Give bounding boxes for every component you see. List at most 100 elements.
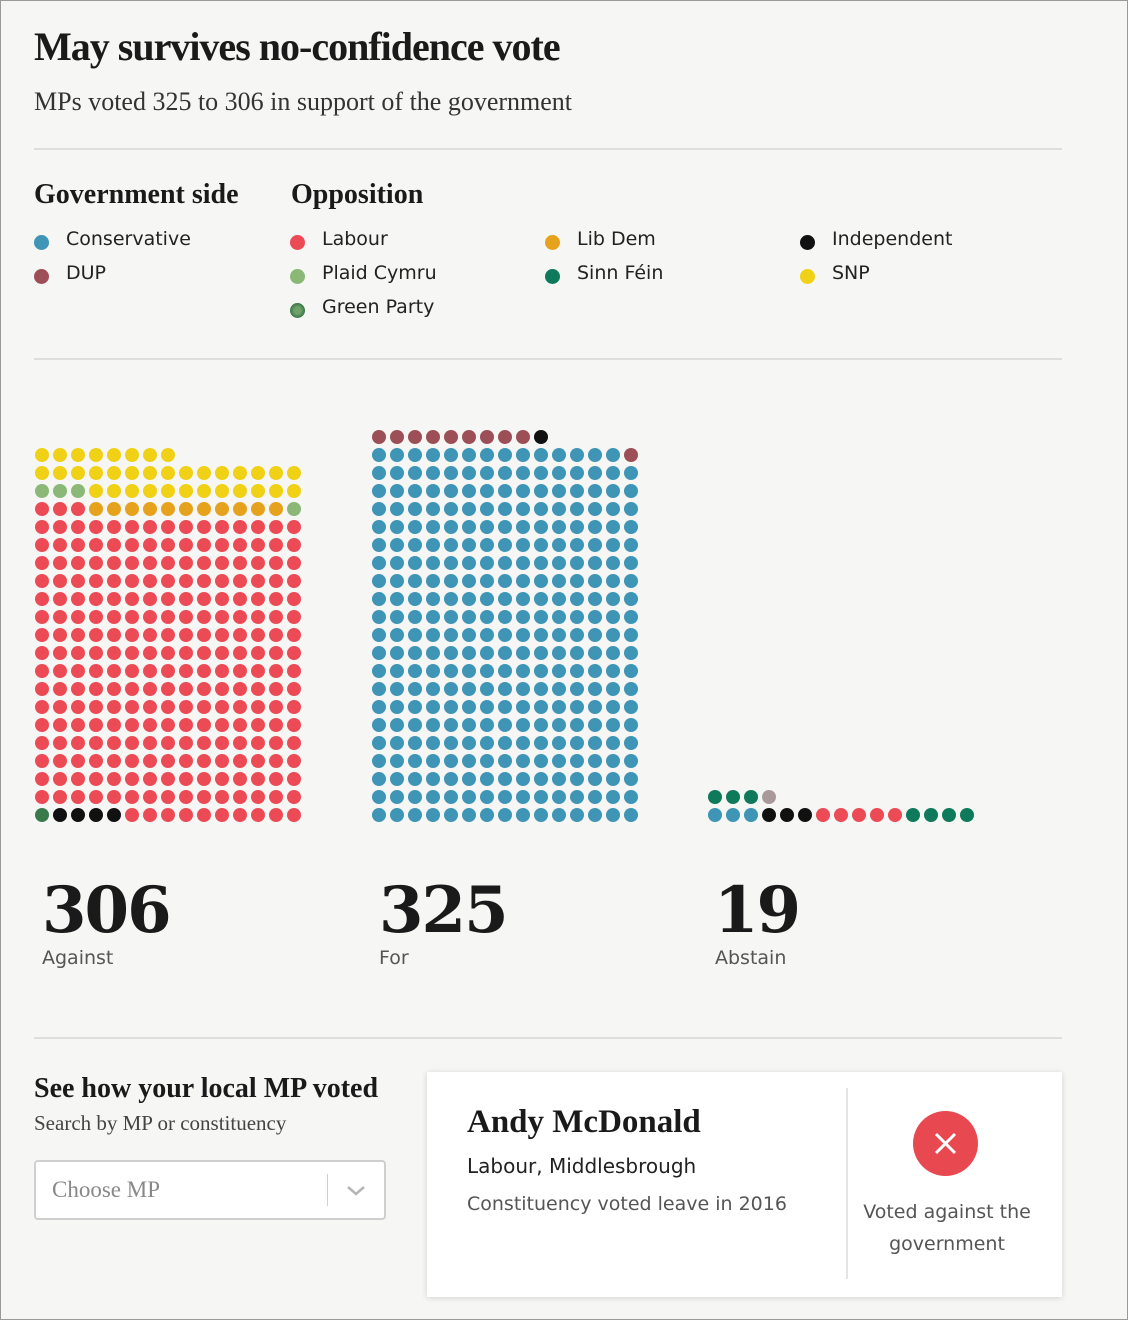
vote-dot-labour-0-98	[179, 700, 193, 714]
vote-dot-conservative-1-133	[606, 664, 620, 678]
vote-dot-conservative-1-283	[606, 484, 620, 498]
vote-dot-conservative-1-218	[516, 556, 530, 570]
vote-dot-independent-2-4	[780, 808, 794, 822]
vote-dot-labour-0-207	[251, 574, 265, 588]
vote-dot-snp-0-296	[233, 466, 247, 480]
vote-dot-conservative-1-16	[390, 790, 404, 804]
vote-dot-lib-dem-0-261	[143, 502, 157, 516]
vote-dot-conservative-1-52	[498, 754, 512, 768]
vote-dot-conservative-1-210	[372, 556, 386, 570]
vote-dot-conservative-1-177	[588, 610, 602, 624]
vote-dot-conservative-1-276	[480, 484, 494, 498]
legend-item-green-party: Green Party	[290, 296, 434, 318]
vote-dot-labour-0-29	[287, 790, 301, 804]
legend-label: Lib Dem	[577, 228, 656, 250]
vote-dot-conservative-1-1	[390, 808, 404, 822]
vote-dot-labour-0-73	[269, 736, 283, 750]
vote-dot-conservative-1-291	[480, 466, 494, 480]
vote-dot-conservative-1-48	[426, 754, 440, 768]
vote-dot-conservative-1-158	[516, 628, 530, 642]
vote-dot-labour-0-248	[179, 520, 193, 534]
vote-dot-conservative-1-117	[588, 682, 602, 696]
vote-dot-labour-0-205	[215, 574, 229, 588]
vote-dot-snp-0-284	[287, 484, 301, 498]
vote-dot-conservative-1-17	[408, 790, 422, 804]
vote-dot-lib-dem-0-264	[197, 502, 211, 516]
vote-dot-labour-0-171	[143, 610, 157, 624]
vote-dot-labour-0-236	[233, 538, 247, 552]
vote-dot-labour-0-147	[251, 646, 265, 660]
vote-dot-conservative-1-122	[408, 664, 422, 678]
choose-mp-select[interactable]: Choose MP	[34, 1160, 386, 1220]
sinn-fein-dot-icon	[545, 268, 560, 284]
vote-dot-conservative-1-190	[552, 592, 566, 606]
vote-dot-conservative-1-244	[444, 520, 458, 534]
vote-dot-conservative-1-54	[534, 754, 548, 768]
vote-dot-conservative-1-142	[498, 646, 512, 660]
vote-dot-lib-dem-0-258	[89, 502, 103, 516]
vote-dot-labour-0-203	[179, 574, 193, 588]
vote-dot-conservative-1-77	[408, 718, 422, 732]
vote-dot-labour-0-76	[53, 718, 67, 732]
vote-dot-labour-0-34	[107, 772, 121, 786]
vote-dot-labour-0-11	[233, 808, 247, 822]
vote-dot-conservative-1-58	[606, 754, 620, 768]
vote-dot-labour-0-122	[71, 664, 85, 678]
vote-dot-labour-0-242	[71, 520, 85, 534]
vote-dot-conservative-1-112	[498, 682, 512, 696]
vote-dot-labour-0-82	[161, 718, 175, 732]
vote-dot-snp-0-279	[197, 484, 211, 498]
vote-dot-labour-0-198	[89, 574, 103, 588]
vote-dot-conservative-1-9	[534, 808, 548, 822]
vote-dot-conservative-1-196	[390, 574, 404, 588]
vote-dot-snp-0-283	[269, 484, 283, 498]
vote-dot-plaid-cymru-0-269	[287, 502, 301, 516]
vote-dot-conservative-1-107	[408, 682, 422, 696]
vote-dot-conservative-1-128	[516, 664, 530, 678]
vote-dot-conservative-1-51	[480, 754, 494, 768]
vote-dot-labour-0-119	[287, 682, 301, 696]
vote-dot-conservative-1-123	[426, 664, 440, 678]
vote-dot-conservative-1-207	[588, 574, 602, 588]
vote-dot-labour-0-178	[269, 610, 283, 624]
vote-dot-labour-0-239	[287, 538, 301, 552]
vote-dot-conservative-1-94	[444, 700, 458, 714]
vote-result-line: Voted against the	[863, 1201, 1031, 1223]
vote-dot-conservative-1-125	[462, 664, 476, 678]
vote-dot-conservative-1-67	[498, 736, 512, 750]
vote-dot-conservative-1-70	[552, 736, 566, 750]
vote-dot-conservative-2-0	[708, 808, 722, 822]
vote-dot-labour-0-226	[53, 538, 67, 552]
legend-heading-government: Government side	[34, 179, 239, 210]
abstain-count: 19	[714, 873, 801, 948]
vote-dot-labour-0-85	[215, 718, 229, 732]
vote-dot-conservative-1-268	[606, 502, 620, 516]
vote-dot-labour-0-117	[251, 682, 265, 696]
vote-dot-conservative-1-92	[408, 700, 422, 714]
search-subheading: Search by MP or constituency	[34, 1111, 287, 1135]
search-heading: See how your local MP voted	[34, 1073, 379, 1104]
vote-dot-labour-0-174	[197, 610, 211, 624]
vote-dot-conservative-1-145	[552, 646, 566, 660]
vote-dot-labour-0-132	[251, 664, 265, 678]
vote-dot-labour-0-195	[35, 574, 49, 588]
vote-dot-sinn-f-in-2-11	[906, 808, 920, 822]
vote-dot-conservative-1-243	[426, 520, 440, 534]
vote-dot-labour-0-201	[143, 574, 157, 588]
mp-constituency-note: Constituency voted leave in 2016	[467, 1193, 787, 1215]
vote-dot-labour-0-217	[161, 556, 175, 570]
vote-dot-conservative-1-241	[390, 520, 404, 534]
vote-dot-dup-1-315	[372, 430, 386, 444]
vote-dot-conservative-1-185	[462, 592, 476, 606]
vote-dot-labour-0-202	[161, 574, 175, 588]
vote-dot-conservative-1-160	[552, 628, 566, 642]
vote-dot-conservative-1-222	[588, 556, 602, 570]
vote-dot-conservative-2-2	[744, 808, 758, 822]
vote-dot-labour-0-104	[287, 700, 301, 714]
vote-dot-conservative-1-113	[516, 682, 530, 696]
vote-dot-labour-0-190	[215, 592, 229, 606]
vote-dot-conservative-1-130	[552, 664, 566, 678]
legend-item-lib-dem: Lib Dem	[545, 228, 656, 250]
chevron-down-icon[interactable]	[342, 1178, 370, 1202]
vote-dot-conservative-1-221	[570, 556, 584, 570]
